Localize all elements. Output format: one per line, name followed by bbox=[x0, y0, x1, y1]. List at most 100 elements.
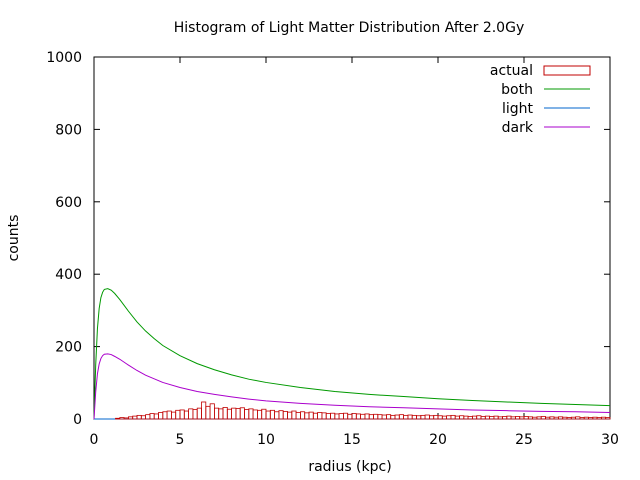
bar-actual bbox=[549, 416, 555, 420]
y-tick-label: 400 bbox=[55, 267, 82, 283]
series-line-both bbox=[93, 288, 611, 420]
bar-actual bbox=[183, 410, 190, 420]
bar-actual bbox=[261, 408, 267, 420]
bar-actual bbox=[338, 413, 344, 420]
bar-actual bbox=[347, 413, 353, 420]
bar-actual bbox=[256, 409, 263, 420]
bar-actual bbox=[527, 416, 533, 420]
bar-actual bbox=[123, 417, 129, 420]
bar-actual bbox=[381, 414, 387, 420]
bar-actual bbox=[519, 416, 525, 420]
bar-actual bbox=[570, 416, 576, 420]
bar-actual bbox=[515, 416, 521, 420]
bar-actual bbox=[583, 416, 589, 420]
bar-actual bbox=[205, 405, 211, 420]
bar-actual bbox=[188, 408, 194, 420]
legend-label-both: both bbox=[501, 82, 533, 98]
legend-label-dark: dark bbox=[502, 120, 534, 136]
bar-actual bbox=[317, 412, 323, 420]
bar-actual bbox=[497, 416, 503, 420]
bar-actual bbox=[115, 417, 121, 420]
bar-actual bbox=[226, 408, 233, 420]
bar-actual bbox=[562, 416, 568, 420]
y-tick-label: 800 bbox=[55, 122, 82, 138]
bar-actual bbox=[545, 416, 551, 420]
bar-actual bbox=[287, 411, 293, 420]
bar-actual bbox=[308, 411, 314, 420]
x-tick-label: 5 bbox=[176, 432, 185, 448]
bar-actual bbox=[579, 417, 585, 420]
y-tick-label: 1000 bbox=[46, 50, 82, 66]
bar-actual bbox=[196, 407, 202, 420]
y-tick-label: 200 bbox=[55, 340, 82, 356]
bar-actual bbox=[119, 417, 125, 420]
legend-label-light: light bbox=[502, 101, 534, 117]
bar-actual bbox=[274, 411, 280, 420]
bar-actual bbox=[325, 413, 331, 420]
bar-actual bbox=[282, 410, 288, 420]
bar-actual bbox=[368, 414, 374, 420]
bar-actual bbox=[390, 414, 396, 420]
bar-actual bbox=[179, 409, 185, 420]
x-tick-label: 30 bbox=[601, 432, 619, 448]
bar-actual bbox=[510, 416, 516, 420]
bar-actual bbox=[158, 412, 164, 420]
bar-actual bbox=[450, 414, 456, 420]
bar-actual bbox=[351, 413, 357, 420]
bar-actual bbox=[394, 414, 400, 420]
bar-actual bbox=[592, 416, 598, 420]
x-tick-label: 10 bbox=[257, 432, 275, 448]
bar-actual bbox=[532, 416, 538, 420]
bar-actual bbox=[424, 414, 430, 420]
bar-actual bbox=[489, 416, 495, 420]
bar-actual bbox=[596, 417, 602, 420]
bar-actual bbox=[312, 412, 318, 420]
bar-actual bbox=[385, 414, 392, 420]
bar-actual bbox=[278, 410, 284, 420]
bar-actual bbox=[575, 416, 581, 420]
bar-actual bbox=[136, 414, 142, 420]
bar-actual bbox=[342, 412, 349, 420]
bar-actual bbox=[299, 411, 306, 420]
y-tick-label: 600 bbox=[55, 195, 82, 211]
bar-actual bbox=[407, 414, 413, 420]
bar-actual bbox=[403, 414, 409, 420]
x-axis-label: radius (kpc) bbox=[308, 459, 391, 475]
bar-actual bbox=[536, 416, 542, 420]
legend-swatch-actual bbox=[543, 65, 591, 76]
bar-actual bbox=[175, 409, 181, 420]
bar-actual bbox=[304, 412, 310, 420]
bar-actual bbox=[295, 412, 301, 420]
bar-actual bbox=[166, 410, 172, 420]
bar-actual bbox=[364, 413, 370, 420]
chart-title: Histogram of Light Matter Distribution A… bbox=[174, 20, 524, 36]
x-tick-label: 25 bbox=[515, 432, 533, 448]
bar-actual bbox=[209, 403, 215, 420]
series-line-dark bbox=[93, 353, 611, 420]
plot-area: 0 5 10 15 20 25 30 0 200 400 600 800 1000 bbox=[46, 50, 619, 448]
bar-actual bbox=[248, 408, 254, 420]
bar-actual bbox=[127, 416, 134, 420]
bar-actual bbox=[218, 408, 224, 420]
bar-actual bbox=[355, 413, 361, 420]
bar-actual bbox=[553, 416, 559, 420]
bar-actual bbox=[252, 409, 258, 420]
bar-actual bbox=[231, 407, 237, 420]
bar-actual bbox=[244, 409, 250, 420]
bar-actual bbox=[145, 414, 151, 420]
bar-actual bbox=[605, 417, 611, 420]
legend-label-actual: actual bbox=[490, 63, 533, 79]
x-tick-label: 20 bbox=[429, 432, 447, 448]
bar-actual bbox=[235, 408, 241, 420]
bar-actual bbox=[291, 410, 297, 420]
bar-actual bbox=[192, 409, 198, 420]
bar-actual bbox=[330, 412, 336, 420]
bar-actual bbox=[566, 417, 572, 420]
bar-actual bbox=[377, 414, 383, 420]
bar-actual bbox=[411, 414, 417, 420]
bar-actual bbox=[162, 411, 168, 420]
bar-actual bbox=[149, 413, 155, 420]
bar-actual bbox=[523, 416, 529, 420]
bar-actual bbox=[201, 401, 207, 420]
